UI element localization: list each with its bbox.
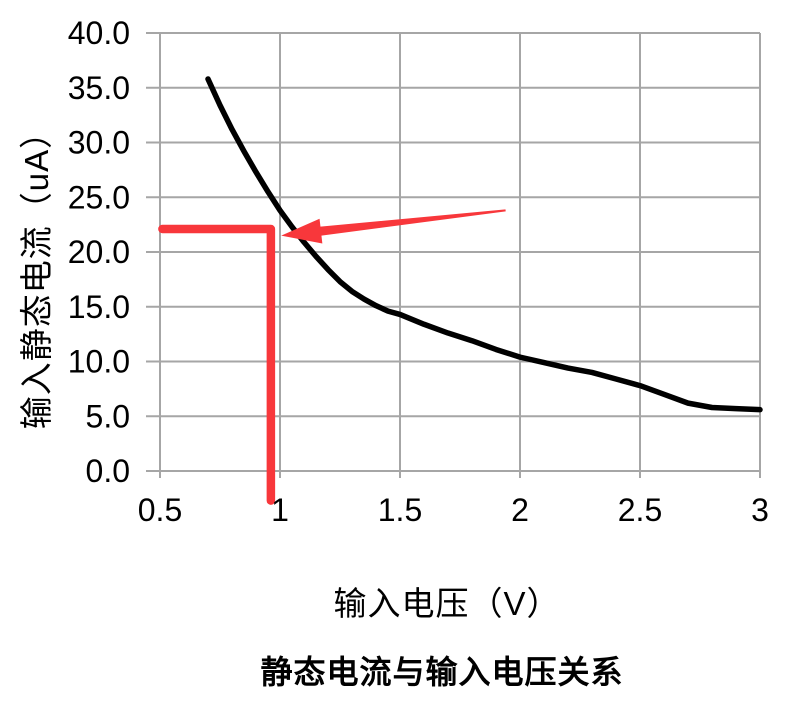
- y-tick-labels: 0.0 5.0 10.0 15.0 20.0 25.0 30.0 35.0 40.0: [68, 15, 130, 489]
- y-tick-label: 15.0: [68, 289, 130, 325]
- y-tick-label: 35.0: [68, 70, 130, 106]
- y-tick-label: 30.0: [68, 125, 130, 161]
- x-tick-label: 0.5: [138, 492, 182, 528]
- x-tick-labels: 0.5 1 1.5 2 2.5 3: [138, 492, 769, 528]
- x-tick-label: 1: [271, 492, 289, 528]
- measurement-marker-line: [158, 224, 276, 505]
- x-tick-label: 1.5: [378, 492, 422, 528]
- x-tick-label: 3: [751, 492, 769, 528]
- chart-caption: 静态电流与输入电压关系: [260, 654, 624, 690]
- x-axis-title: 输入电压（V）: [333, 585, 561, 622]
- current-voltage-curve: [205, 76, 763, 413]
- x-tick-label: 2.5: [618, 492, 662, 528]
- y-tick-label: 10.0: [68, 344, 130, 380]
- axis-group: [159, 33, 760, 472]
- y-tick-label: 0.0: [86, 453, 130, 489]
- y-tick-label: 25.0: [68, 179, 130, 215]
- y-tick-label: 20.0: [68, 234, 130, 270]
- callout-arrow: [281, 209, 506, 244]
- grid-group: [146, 32, 761, 478]
- y-tick-label: 40.0: [68, 15, 130, 51]
- y-axis-title: 输入静态电流（uA）: [18, 114, 55, 430]
- x-tick-label: 2: [511, 492, 529, 528]
- y-tick-label: 5.0: [86, 398, 130, 434]
